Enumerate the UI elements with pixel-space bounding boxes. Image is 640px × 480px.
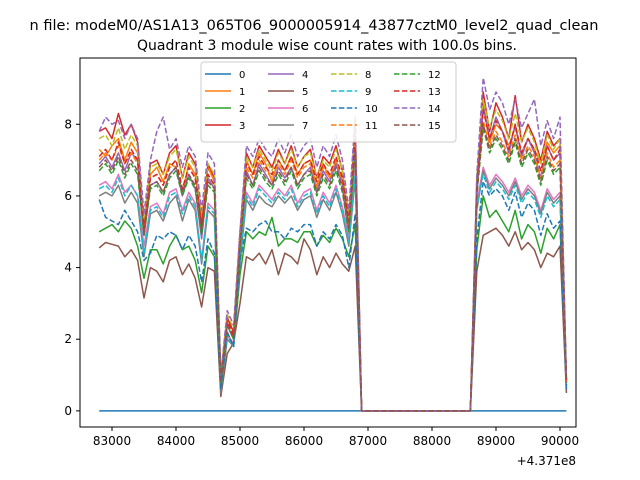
legend-label-10: 10: [365, 104, 378, 115]
legend-label-13: 13: [428, 87, 441, 98]
legend-label-4: 4: [302, 70, 308, 81]
legend-label-11: 11: [365, 121, 378, 132]
x-tick-label: 89000: [477, 434, 515, 448]
x-tick-label: 85000: [221, 434, 259, 448]
x-tick-label: 88000: [413, 434, 451, 448]
x-tick-label: 83000: [93, 434, 131, 448]
series-line-13: [98, 109, 568, 412]
series-line-15: [98, 123, 568, 412]
x-tick-label: 87000: [349, 434, 387, 448]
series-line-8: [98, 98, 568, 412]
legend-label-12: 12: [428, 70, 441, 81]
series-line-6: [98, 166, 568, 412]
series-line-5: [98, 227, 568, 412]
legend-label-9: 9: [365, 87, 371, 98]
x-tick-label: 90000: [541, 434, 579, 448]
series-line-14: [98, 76, 568, 412]
series-line-10: [98, 180, 568, 412]
y-tick-label: 4: [64, 261, 72, 275]
series-line-1: [98, 102, 568, 412]
x-axis: 83000 84000 85000 86000 87000 88000 89000 90000: [93, 427, 579, 448]
legend-label-8: 8: [365, 70, 371, 81]
legend-label-14: 14: [428, 104, 441, 115]
chart-title: Quadrant 3 module wise count rates with …: [137, 38, 517, 54]
plot-frame: [79, 57, 577, 428]
legend-label-7: 7: [302, 121, 308, 132]
legend-label-2: 2: [239, 104, 245, 115]
legend-label-6: 6: [302, 104, 308, 115]
series-line-9: [98, 173, 568, 412]
y-axis: 0 2 4 6 8: [64, 117, 80, 418]
x-tick-label: 84000: [157, 434, 195, 448]
series-line-7: [98, 170, 568, 412]
series-layer: [98, 76, 568, 412]
legend-box: [200, 61, 457, 143]
legend-label-3: 3: [239, 121, 245, 132]
legend-label-15: 15: [428, 121, 441, 132]
legend-label-0: 0: [239, 70, 245, 81]
y-tick-label: 2: [64, 332, 72, 346]
figure-suptitle: n file: modeM0/AS1A13_065T06_9000005914_…: [30, 18, 599, 34]
x-tick-label: 86000: [285, 434, 323, 448]
series-line-12: [98, 127, 568, 412]
legend-label-5: 5: [302, 87, 308, 98]
x-offset-label: +4.371e8: [517, 454, 576, 468]
y-tick-label: 0: [64, 404, 72, 418]
y-tick-label: 8: [64, 117, 72, 131]
legend-label-1: 1: [239, 87, 245, 98]
y-tick-label: 6: [64, 189, 72, 203]
